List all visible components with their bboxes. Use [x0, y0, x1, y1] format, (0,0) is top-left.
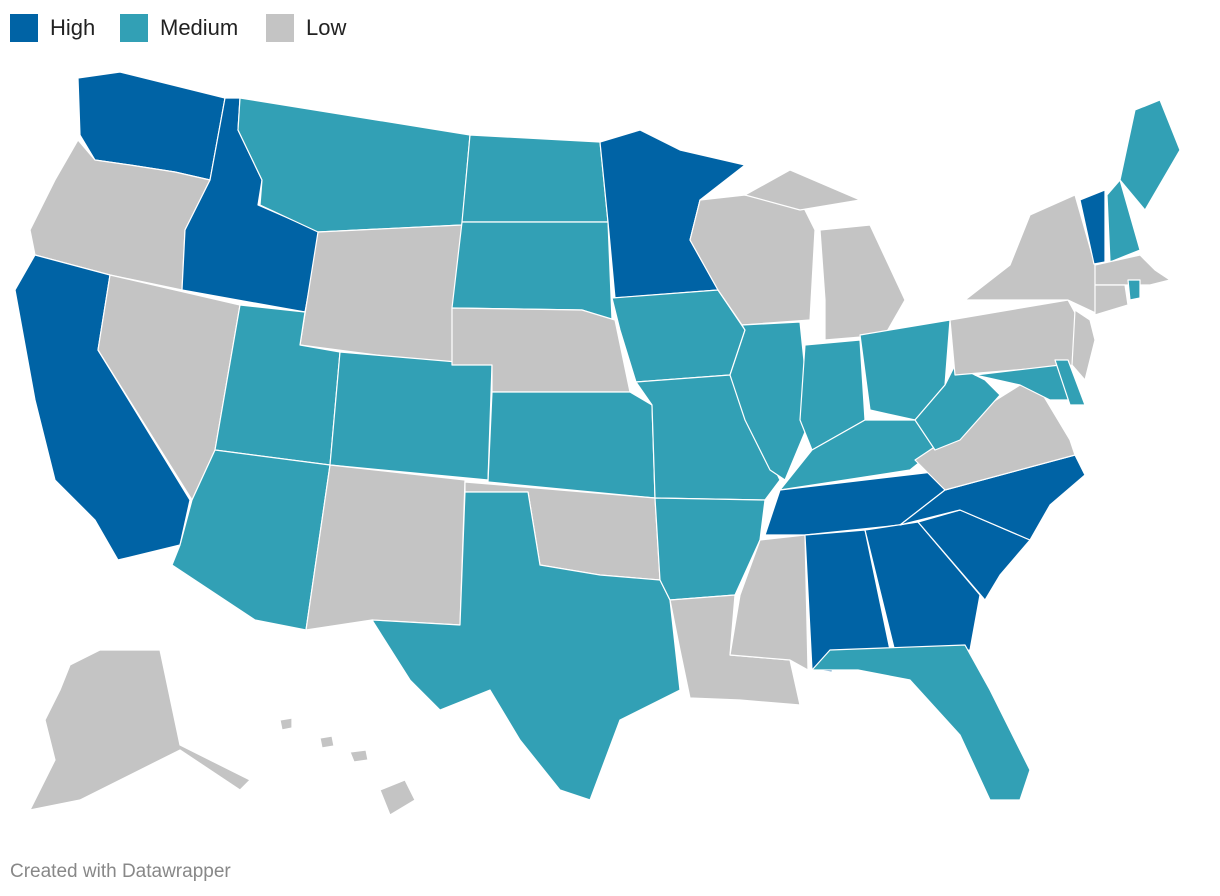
- state: [964, 194, 1101, 316]
- state: [914, 364, 1001, 451]
- state: [1127, 279, 1141, 301]
- state: [611, 289, 746, 383]
- state: [729, 321, 811, 481]
- legend-swatch: [120, 14, 148, 42]
- state: [811, 644, 1031, 801]
- state: [305, 464, 466, 631]
- state: [1119, 99, 1181, 211]
- state: [279, 717, 293, 731]
- state: [329, 351, 493, 481]
- state: [819, 224, 906, 341]
- state: [461, 134, 609, 223]
- legend-swatch: [10, 14, 38, 42]
- state: [744, 169, 861, 211]
- state: [669, 594, 801, 706]
- state: [1071, 309, 1096, 381]
- state: [299, 224, 463, 366]
- state: [349, 749, 369, 763]
- state: [864, 521, 981, 653]
- state: [1079, 189, 1106, 265]
- footer-credit: Created with Datawrapper: [10, 861, 231, 882]
- state: [1054, 359, 1086, 406]
- state: [1106, 179, 1141, 263]
- state: [379, 779, 416, 816]
- state: [371, 491, 681, 801]
- state: [487, 391, 656, 499]
- state: [1094, 284, 1129, 316]
- state: [319, 735, 335, 749]
- state: [974, 364, 1081, 401]
- legend-swatch: [266, 14, 294, 42]
- legend-label: Low: [306, 15, 346, 40]
- legend-label: High: [50, 15, 95, 40]
- state: [451, 221, 613, 321]
- state: [29, 649, 251, 811]
- states: [14, 71, 1181, 816]
- legend: High Medium Low: [10, 14, 346, 42]
- legend-label: Medium: [160, 15, 238, 40]
